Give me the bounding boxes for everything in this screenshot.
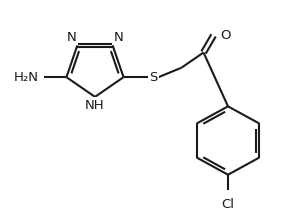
Text: H₂N: H₂N — [14, 71, 38, 84]
Text: N: N — [114, 31, 123, 44]
Text: Cl: Cl — [222, 198, 235, 211]
Text: S: S — [149, 71, 158, 84]
Text: NH: NH — [85, 99, 105, 112]
Text: N: N — [67, 31, 76, 44]
Text: O: O — [221, 29, 231, 42]
